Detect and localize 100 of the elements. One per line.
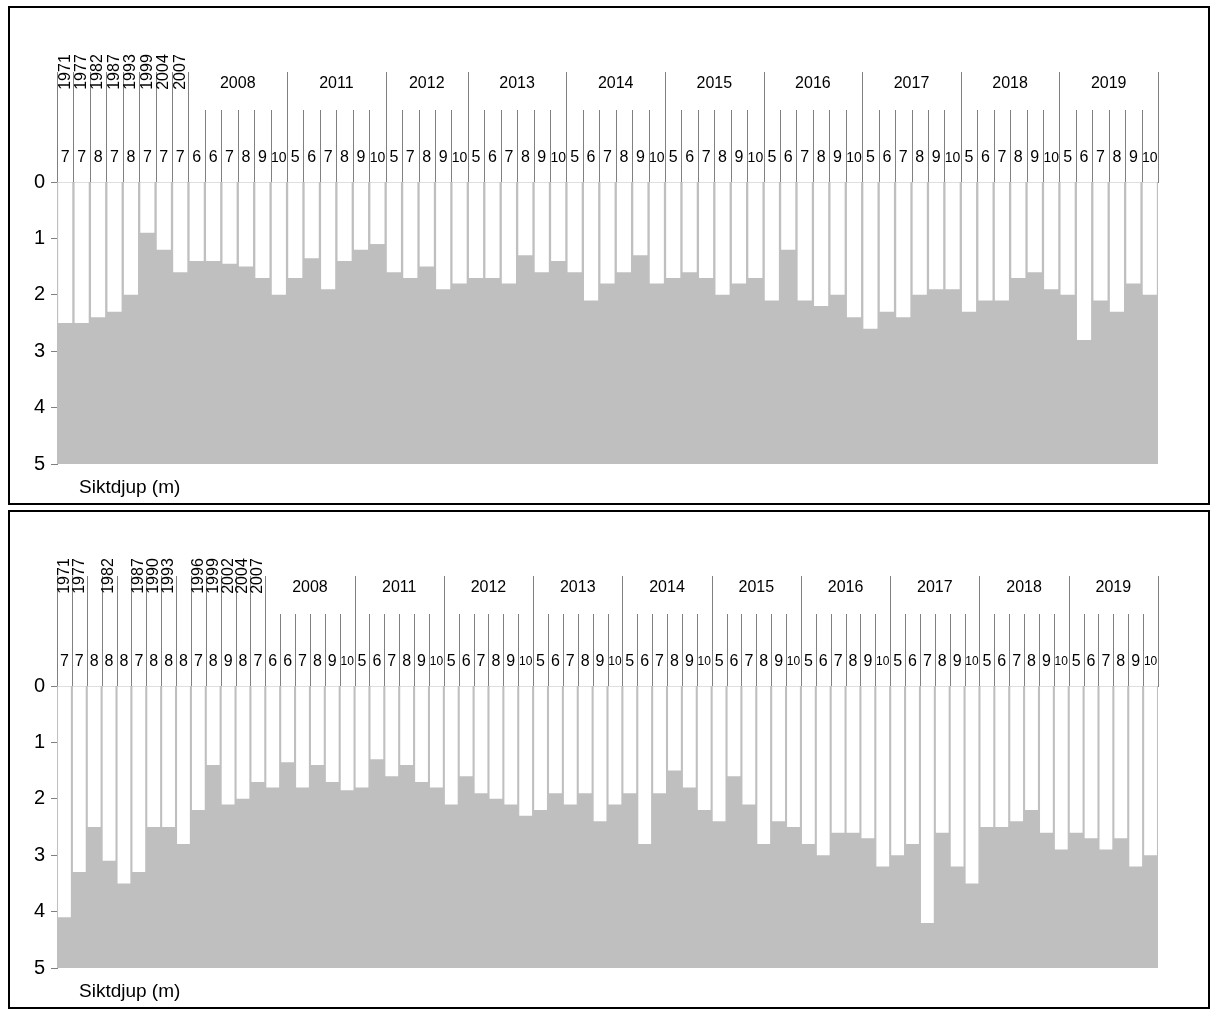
x-tick-label: 10 [369,148,386,165]
text: Siktdjup (m) [79,980,181,1002]
x-tick-label: 6 [550,652,560,670]
x-tick-label: 9 [1041,652,1051,670]
x-tick-label: 9 [595,652,605,670]
x-tick-label: 7 [997,148,1007,166]
x-tick-label: 6 [729,652,739,670]
x-tick-label: 7 [77,148,87,166]
text: 2008 [292,578,328,596]
x-tick-label: 7 [134,652,144,670]
x-tick-label: 7 [476,652,486,670]
x-tick-label: 8 [619,148,629,166]
x-tick-label: 7 [74,652,84,670]
x-tick-label: 9 [734,148,744,166]
y-tick-label: 2 [33,786,45,809]
x-tick-label: 9 [931,148,941,166]
x-tick-label: 9 [1128,148,1138,166]
x-tick-label: 10 [429,654,444,669]
x-tick-label: 10 [1043,148,1060,165]
x-tick-label: 9 [863,652,873,670]
x-tick-label: 6 [283,652,293,670]
x-tick-label: 8 [312,652,322,670]
x-tick-label: 7 [744,652,754,670]
x-tick-label: 6 [192,148,202,166]
x-tick-label: 5 [893,652,903,670]
x-tick-label: 8 [104,652,114,670]
x-tick-label: 10 [550,148,567,165]
x-tick-label: 5 [471,148,481,166]
text: 2016 [795,74,831,92]
text: 2008 [219,74,256,92]
x-tick-label: 9 [684,652,694,670]
x-tick-label: 8 [208,652,218,670]
x-tick-label: 5 [446,652,456,670]
x-tick-label: 6 [997,652,1007,670]
x-tick-label: 8 [93,148,103,166]
x-tick-label: 7 [110,148,120,166]
text: 2011 [382,578,417,596]
x-tick-label: 7 [800,148,810,166]
x-tick-label: 9 [223,652,233,670]
x-tick-label: 9 [506,652,516,670]
text: 1971 [54,558,72,594]
x-tick-label: 5 [1063,148,1073,166]
x-tick-label: 7 [405,148,415,166]
x-tick-label: 8 [402,652,412,670]
x-tick-label: 7 [59,652,69,670]
text: 2016 [827,578,864,596]
x-tick-label: 8 [164,652,174,670]
x-tick-label: 5 [803,652,813,670]
x-tick-label: 8 [937,652,947,670]
x-tick-label: 5 [668,148,678,166]
y-tick-label: 3 [33,338,45,361]
x-tick-label: 5 [982,652,992,670]
x-tick-label: 5 [389,148,399,166]
text: 1977 [72,54,90,90]
x-tick-label: 7 [1096,148,1106,166]
x-tick-label: 8 [580,652,590,670]
x-tick-label: 8 [520,148,530,166]
text: 2011 [319,74,354,92]
x-tick-label: 5 [625,652,635,670]
x-tick-label: 6 [882,148,892,166]
x-tick-label: 10 [271,148,287,165]
y-tick-label: 0 [33,673,45,696]
x-tick-label: 5 [290,148,300,166]
x-tick-label: 9 [257,148,267,166]
x-tick-label: 7 [833,652,843,670]
x-tick-label: 8 [238,652,248,670]
x-tick-label: 9 [635,148,645,166]
text: 2017 [893,74,930,92]
text: 2015 [696,74,733,92]
text: 1977 [69,558,87,594]
text: 2019 [1090,74,1127,92]
x-tick-label: 7 [253,652,263,670]
x-tick-label: 6 [783,148,793,166]
x-tick-label: 7 [701,148,711,166]
x-tick-label: 9 [1131,652,1141,670]
x-tick-label: 7 [298,652,308,670]
x-tick-label: 8 [126,148,136,166]
x-tick-label: 6 [1079,148,1089,166]
text: 2004 [154,54,172,90]
text: Siktdjup (m) [79,476,181,498]
x-tick-label: 7 [60,148,70,166]
x-tick-label: 8 [1112,148,1122,166]
y-tick-label: 2 [33,282,45,305]
x-tick-label: 7 [898,148,908,166]
text: 1987 [104,54,122,90]
x-tick-label: 7 [655,652,665,670]
x-tick-label: 9 [774,652,784,670]
x-tick-label: 8 [718,148,728,166]
x-tick-label: 9 [356,148,366,166]
text: 2013 [499,74,536,92]
x-tick-label: 10 [608,654,622,669]
text: 2018 [1006,578,1042,596]
text: 1987 [129,558,147,594]
x-tick-label: 7 [565,652,575,670]
y-tick-label: 5 [33,955,45,978]
text: 2015 [738,578,775,596]
x-tick-label: 5 [1071,652,1081,670]
x-tick-label: 10 [876,654,890,669]
x-tick-label: 8 [848,652,858,670]
x-tick-label: 8 [149,652,159,670]
